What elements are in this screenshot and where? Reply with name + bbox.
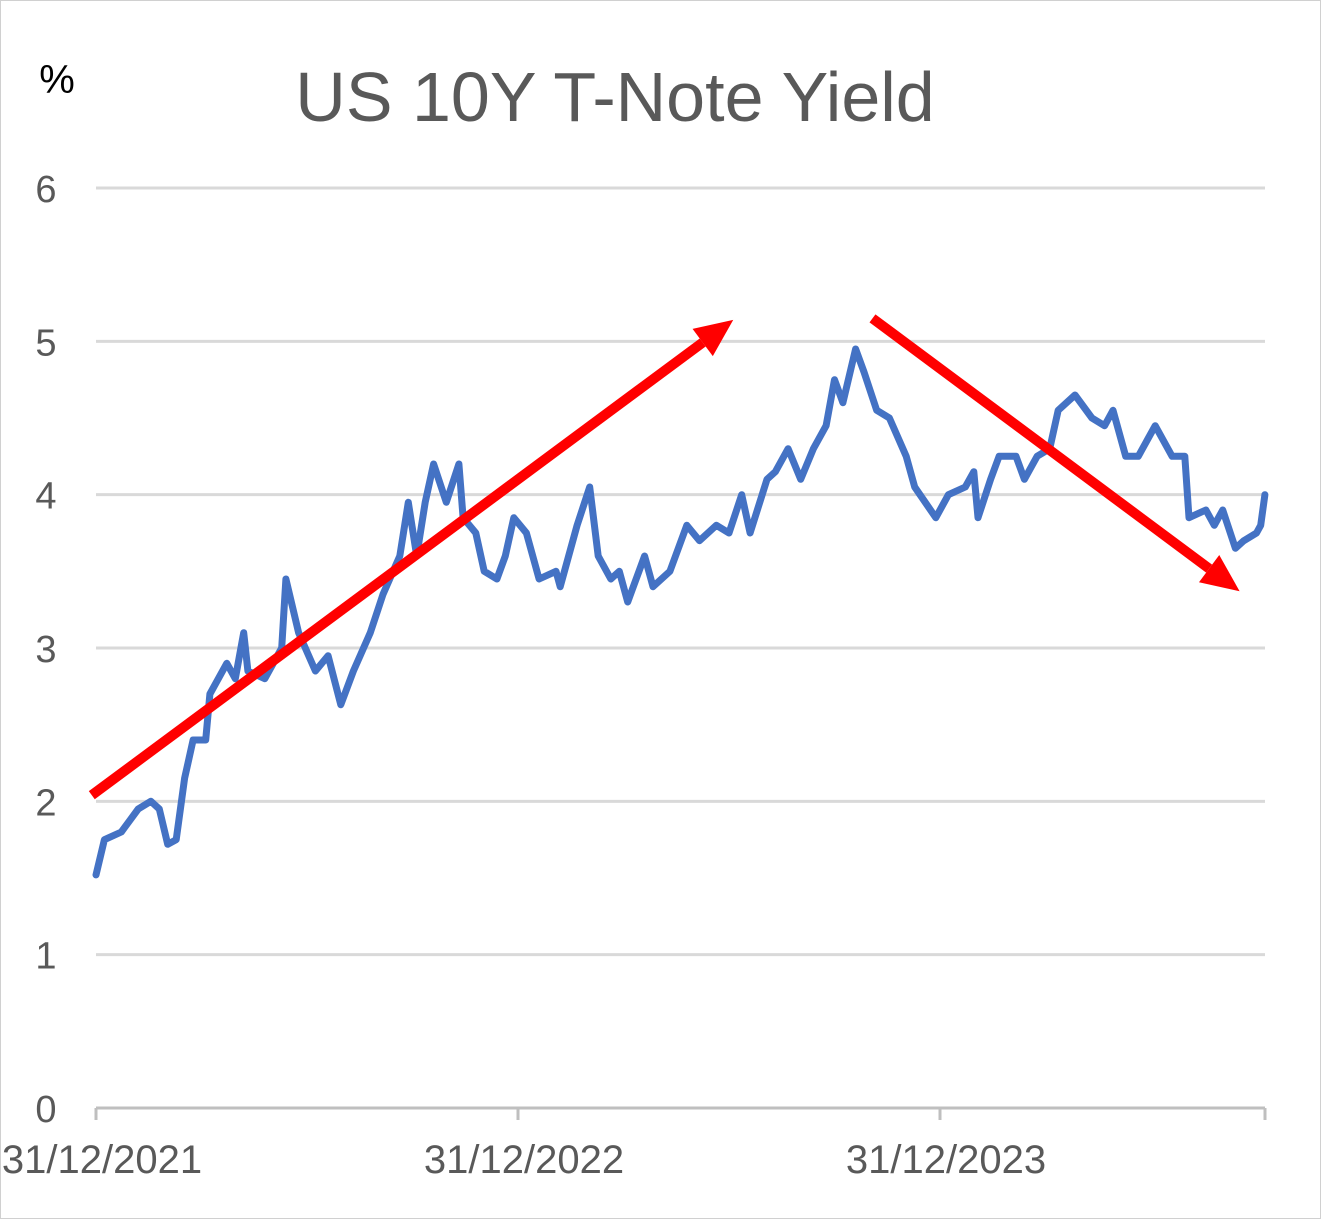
gridlines [94,186,1267,1120]
trend-arrow-shaft [869,314,1213,573]
chart-title: US 10Y T-Note Yield [295,58,934,136]
y-axis-label: % [39,58,75,102]
y-tick-labels: 0 1 2 3 4 5 6 [35,169,56,1131]
x-tick-label: 31/12/2022 [424,1138,624,1182]
series-line [92,345,1269,879]
trend-arrows [88,314,1240,800]
x-tick-label: 31/12/2021 [2,1138,202,1182]
trend-arrow-head [1198,554,1240,592]
trend-arrow-head [692,319,734,357]
x-tick-label: 31/12/2023 [846,1138,1046,1182]
y-tick-label: 2 [35,782,56,824]
trend-arrow-shaft [88,338,706,800]
series-lines [92,345,1269,879]
y-tick-label: 3 [35,629,56,671]
x-tick-labels: 31/12/2021 31/12/2022 31/12/2023 [2,1138,1046,1182]
y-tick-label: 6 [35,169,56,211]
y-tick-label: 5 [35,322,56,364]
y-tick-label: 1 [35,936,56,978]
y-tick-label: 4 [35,476,56,518]
y-tick-label: 0 [35,1089,56,1131]
